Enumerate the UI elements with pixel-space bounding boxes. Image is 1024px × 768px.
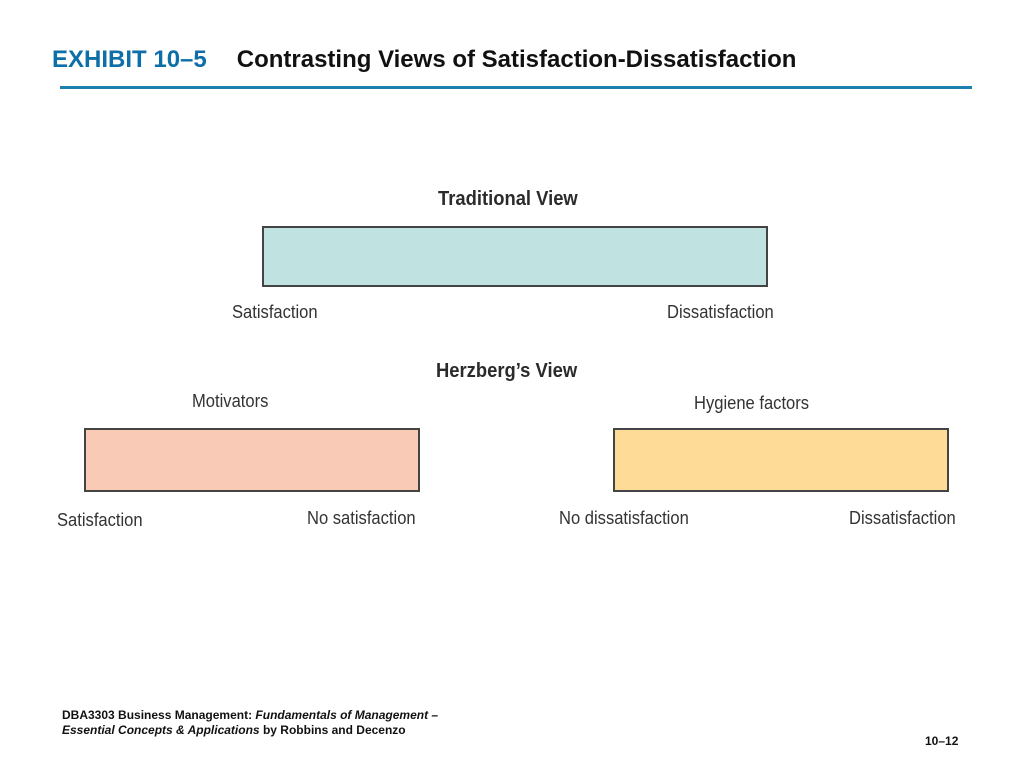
herzberg-view-heading: Herzberg’s View (436, 360, 578, 382)
page-number: 10–12 (925, 734, 959, 748)
footer-book-title-line2: Essential Concepts & Applications (62, 723, 260, 737)
traditional-satisfaction-label: Satisfaction (232, 302, 318, 322)
motivators-bar (84, 428, 420, 492)
motivators-no-satisfaction-label: No satisfaction (307, 508, 416, 528)
slide-header: EXHIBIT 10–5 Contrasting Views of Satisf… (52, 46, 796, 82)
traditional-dissatisfaction-label: Dissatisfaction (667, 302, 774, 322)
traditional-view-bar (262, 226, 768, 287)
footer-course: DBA3303 Business Management: (62, 708, 256, 722)
exhibit-label: EXHIBIT 10–5 (52, 46, 207, 73)
hygiene-dissatisfaction-label: Dissatisfaction (849, 508, 956, 528)
hygiene-factors-heading: Hygiene factors (694, 393, 810, 413)
hygiene-no-dissatisfaction-label: No dissatisfaction (559, 508, 689, 528)
header-divider (60, 86, 972, 89)
slide-title: Contrasting Views of Satisfaction-Dissat… (236, 46, 797, 73)
traditional-view-heading: Traditional View (438, 188, 578, 210)
footer-authors: by Robbins and Decenzo (259, 723, 406, 737)
motivators-satisfaction-label: Satisfaction (57, 510, 143, 530)
footer-citation: DBA3303 Business Management: Fundamental… (62, 708, 438, 738)
motivators-heading: Motivators (192, 391, 269, 411)
footer-book-title-line1: Fundamentals of Management – (255, 708, 439, 722)
hygiene-factors-bar (613, 428, 949, 492)
